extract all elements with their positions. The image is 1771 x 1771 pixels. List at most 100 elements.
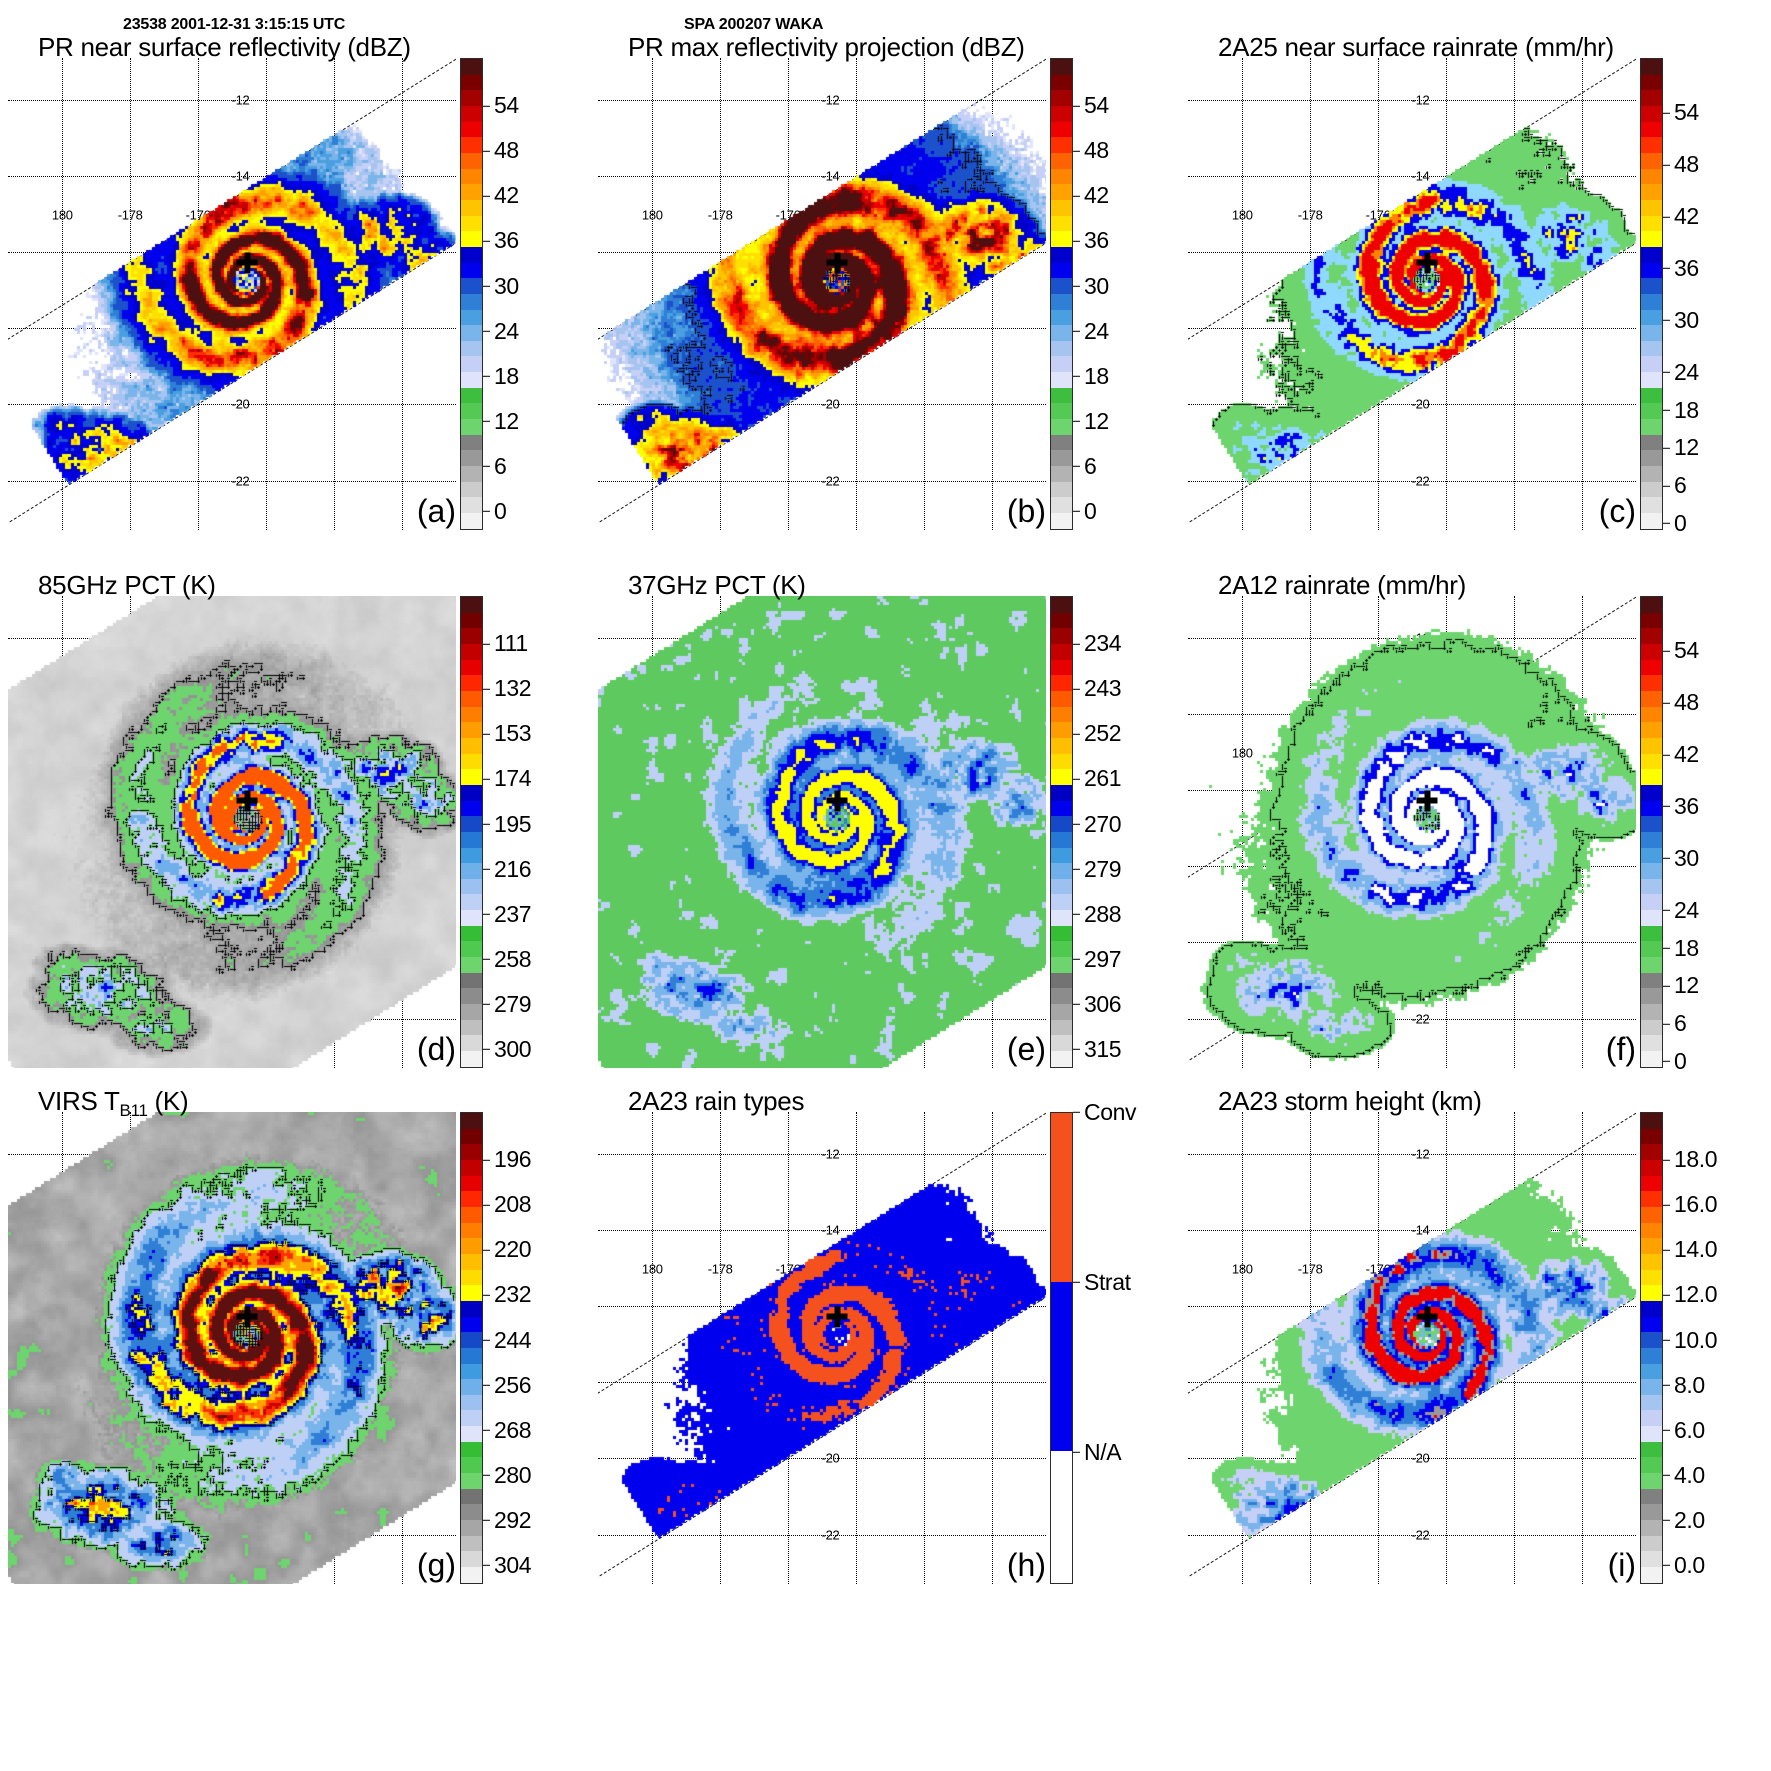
storm-center-cross-marker <box>826 1306 848 1328</box>
colorbar-segment <box>1051 90 1072 106</box>
colorbar-tick-value: 48 <box>1663 150 1699 178</box>
colorbar-segment <box>1641 403 1662 420</box>
colorbar-segment <box>1641 497 1662 514</box>
colorbar-tick-value: 243 <box>1073 674 1122 702</box>
colorbar-segment <box>461 74 482 91</box>
colorbar-segment <box>1051 513 1072 529</box>
colorbar-tick-value: 18 <box>1663 933 1699 961</box>
colorbar-tick-value: 244 <box>483 1325 532 1353</box>
colorbar-tick-value: 30 <box>1663 844 1699 872</box>
colorbar-segment <box>1051 941 1072 958</box>
colorbar-wrap-i: 18.0 16.0 14.0 12.0 10.0 8.0 6.0 4.0 2.0 0.0 <box>1640 1112 1748 1584</box>
data-raster-a <box>8 58 456 530</box>
colorbar-segment <box>461 168 482 185</box>
colorbar-segment <box>1051 184 1072 200</box>
colorbar-segment <box>1641 1488 1662 1505</box>
colorbar-tick-value: 279 <box>1073 854 1122 882</box>
colorbar-i <box>1640 1112 1663 1584</box>
colorbar-segment <box>1641 372 1662 388</box>
colorbar-segment <box>461 1253 482 1270</box>
colorbar-segment <box>1051 972 1072 989</box>
colorbar-tick-value: 304 <box>483 1551 532 1579</box>
colorbar-tick-labels-a: 54 48 42 36 30 24 18 12 6 0 <box>483 58 563 530</box>
colorbar-segment <box>1641 152 1662 169</box>
colorbar-segment <box>1641 1035 1662 1052</box>
colorbar-segment <box>461 1144 482 1160</box>
colorbar-segment <box>1051 957 1072 973</box>
colorbar-segment <box>1641 1473 1662 1489</box>
colorbar-tick-value: 261 <box>1073 764 1122 792</box>
colorbar-tick-value: 208 <box>483 1190 532 1218</box>
colorbar-segment <box>461 831 482 848</box>
colorbar-segment <box>461 466 482 482</box>
colorbar-segment <box>461 372 482 388</box>
colorbar-tick-labels-f: 54 48 42 36 30 24 18 12 6 0 <box>1663 596 1743 1074</box>
colorbar-segment <box>1641 1316 1662 1333</box>
colorbar-tick-value: 297 <box>1073 945 1122 973</box>
colorbar-segment <box>461 1159 482 1176</box>
colorbar-segment <box>461 643 482 660</box>
colorbar-segment <box>461 434 482 451</box>
colorbar-segment <box>1051 340 1072 357</box>
colorbar-segment <box>461 1410 482 1427</box>
colorbar-tick-value: 42 <box>1663 740 1699 768</box>
colorbar-tick-value: 12 <box>483 407 519 435</box>
colorbar-segment <box>1641 941 1662 958</box>
colorbar-segment <box>1641 1019 1662 1036</box>
colorbar-segment <box>1051 659 1072 676</box>
colorbar-tick-value: 36 <box>1073 226 1109 254</box>
panel-b: PR max reflectivity projection (dBZ)180-… <box>598 22 1158 552</box>
colorbar-segment <box>461 769 482 785</box>
storm-center-cross-marker <box>1416 790 1438 812</box>
colorbar-segment <box>1051 215 1072 232</box>
colorbar-segment <box>1051 293 1072 310</box>
colorbar-d <box>460 596 483 1068</box>
colorbar-segment <box>461 612 482 629</box>
colorbar-tick-value: 42 <box>1663 202 1699 230</box>
colorbar-segment <box>1051 403 1072 420</box>
map-area-e: 180-178-176-174-172-170-12-14-16-18-20-2… <box>598 596 1046 1068</box>
colorbar-segment <box>1641 481 1662 498</box>
colorbar-segment <box>1641 356 1662 373</box>
colorbar-wrap-c: 54 48 42 36 30 24 18 12 6 0 <box>1640 58 1748 536</box>
colorbar-tick-value: 252 <box>1073 719 1122 747</box>
colorbar-segment <box>1051 831 1072 848</box>
colorbar-tick-value: 270 <box>1073 809 1122 837</box>
colorbar-category-conv <box>1051 1113 1072 1283</box>
panel-title-i: 2A23 storm height (km) <box>1218 1086 1482 1116</box>
colorbar-segment <box>1641 628 1662 644</box>
colorbar-segment <box>461 1504 482 1521</box>
colorbar-segment <box>461 1457 482 1474</box>
colorbar-tick-value: 0 <box>1663 1047 1687 1075</box>
colorbar-tick-value: 268 <box>483 1415 532 1443</box>
colorbar-segment <box>461 1238 482 1254</box>
colorbar-segment <box>1051 816 1072 832</box>
colorbar-segment <box>1641 1285 1662 1301</box>
colorbar-tick-value: 12.0 <box>1663 1280 1718 1308</box>
colorbar-segment <box>461 1285 482 1301</box>
colorbar-segment <box>461 1551 482 1568</box>
colorbar-segment <box>461 1535 482 1552</box>
colorbar-tick-value: 292 <box>483 1506 532 1534</box>
colorbar-c <box>1640 58 1663 530</box>
colorbar-segment <box>1641 1567 1662 1583</box>
data-raster-f <box>1188 596 1636 1068</box>
colorbar-segment <box>1051 643 1072 660</box>
colorbar-tick-labels-h: Conv Strat N/A <box>1073 1099 1153 1584</box>
colorbar-segment <box>461 1222 482 1239</box>
colorbar-segment <box>1051 262 1072 279</box>
panel-title-d: 85GHz PCT (K) <box>38 570 216 600</box>
colorbar-segment <box>1641 800 1662 817</box>
colorbar-segment <box>1051 675 1072 691</box>
colorbar-tick-value: 279 <box>483 990 532 1018</box>
storm-center-cross-marker <box>236 1306 258 1328</box>
colorbar-tick-value: 216 <box>483 854 532 882</box>
colorbar-segment <box>1641 184 1662 200</box>
colorbar-segment <box>461 90 482 106</box>
colorbar-segment <box>1641 769 1662 785</box>
storm-center-cross-marker <box>236 790 258 812</box>
colorbar-segment <box>1051 612 1072 629</box>
colorbar-segment <box>461 675 482 691</box>
colorbar-tick-value: 4.0 <box>1663 1461 1705 1489</box>
